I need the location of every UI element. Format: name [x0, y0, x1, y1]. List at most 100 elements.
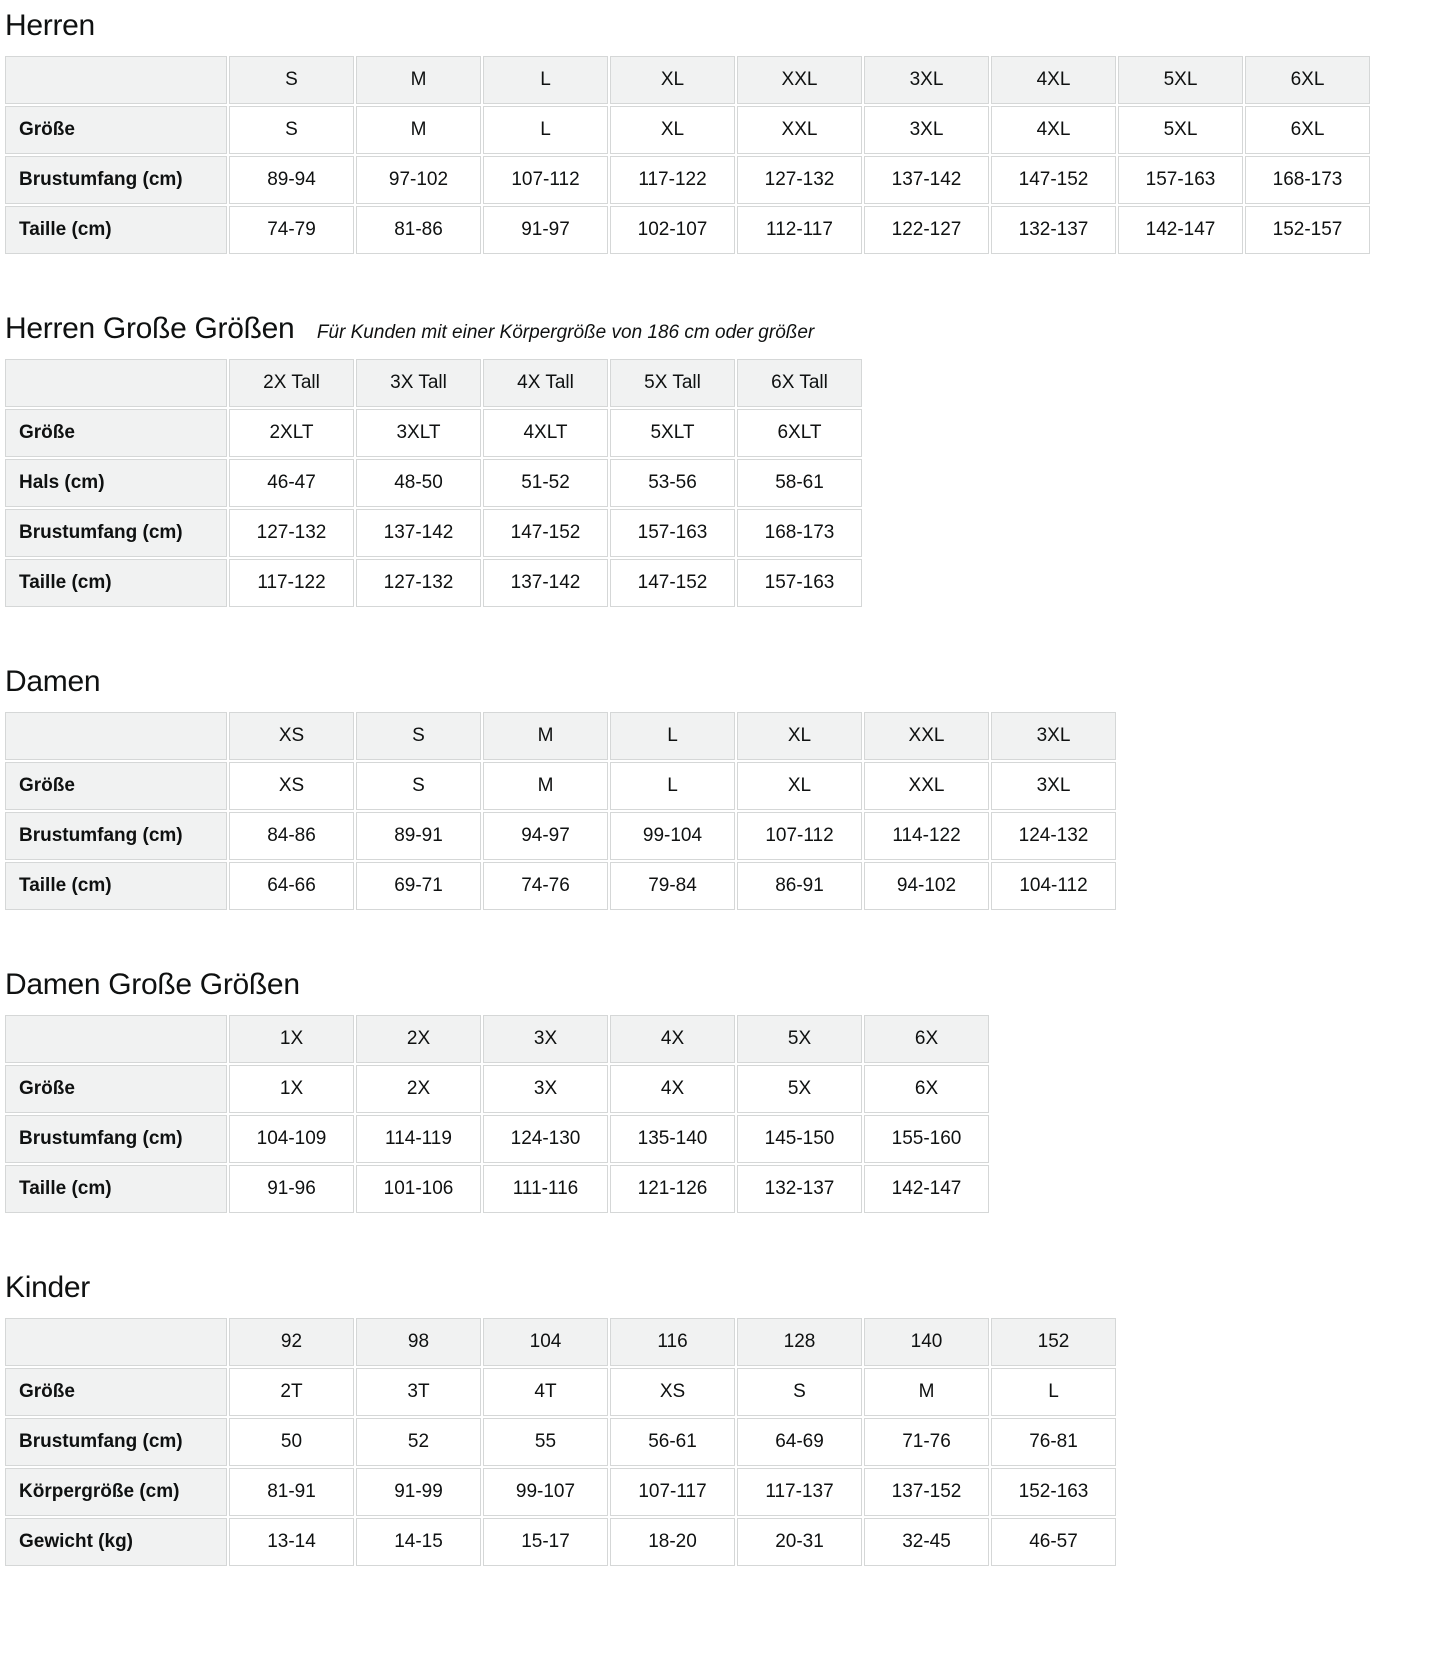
column-header: 4X [610, 1015, 735, 1063]
section-header: Herren [5, 8, 1435, 44]
size-value: 3X [483, 1065, 608, 1113]
size-value: 51-52 [483, 459, 608, 507]
size-value: 1X [229, 1065, 354, 1113]
size-value: L [610, 762, 735, 810]
size-value: 4XLT [483, 409, 608, 457]
size-value: 74-79 [229, 206, 354, 254]
size-value: 155-160 [864, 1115, 989, 1163]
table-row: Brustumfang (cm) 127-132 137-142 147-152 157… [5, 509, 862, 557]
size-value: 6XLT [737, 409, 862, 457]
table-header: 2X Tall 3X Tall 4X Tall 5X Tall 6X Tall [5, 359, 862, 407]
column-header: 3XL [991, 712, 1116, 760]
column-header: 6XL [1245, 56, 1370, 104]
size-value: 157-163 [1118, 156, 1243, 204]
size-value: 104-112 [991, 862, 1116, 910]
size-value: 84-86 [229, 812, 354, 860]
row-label: Brustumfang (cm) [5, 812, 227, 860]
size-value: M [356, 106, 481, 154]
column-header: 6X Tall [737, 359, 862, 407]
column-header: 1X [229, 1015, 354, 1063]
row-label: Körpergröße (cm) [5, 1468, 227, 1516]
size-value: 76-81 [991, 1418, 1116, 1466]
column-header: 3X Tall [356, 359, 481, 407]
size-value: 81-86 [356, 206, 481, 254]
row-label: Brustumfang (cm) [5, 509, 227, 557]
column-header: 152 [991, 1318, 1116, 1366]
size-value: 50 [229, 1418, 354, 1466]
column-header: XXL [864, 712, 989, 760]
size-value: 18-20 [610, 1518, 735, 1566]
size-table-herren: S M L XL XXL 3XL 4XL 5XL 6XL Größe S M L XL XXL 3XL 4XL 5… [3, 54, 1372, 256]
size-value: 107-112 [737, 812, 862, 860]
section-header: Herren Große Größen Für Kunden mit einer… [5, 311, 1435, 347]
size-value: 94-102 [864, 862, 989, 910]
row-label: Taille (cm) [5, 1165, 227, 1213]
row-label: Größe [5, 1368, 227, 1416]
size-value: 4T [483, 1368, 608, 1416]
section-header: Damen [5, 664, 1435, 700]
size-value: 124-130 [483, 1115, 608, 1163]
size-value: 5XLT [610, 409, 735, 457]
section-title: Herren [5, 9, 95, 42]
size-value: 89-94 [229, 156, 354, 204]
section-kinder: Kinder 92 98 104 116 128 140 152 Größe 2T 3T 4T XS S… [3, 1270, 1435, 1568]
size-value: 147-152 [991, 156, 1116, 204]
size-value: 117-137 [737, 1468, 862, 1516]
row-label: Taille (cm) [5, 559, 227, 607]
size-value: 86-91 [737, 862, 862, 910]
size-value: XS [229, 762, 354, 810]
table-row: Taille (cm) 117-122 127-132 137-142 147-152 1… [5, 559, 862, 607]
column-header: M [356, 56, 481, 104]
size-value: 52 [356, 1418, 481, 1466]
size-value: 114-122 [864, 812, 989, 860]
row-label: Brustumfang (cm) [5, 156, 227, 204]
header-row: 1X 2X 3X 4X 5X 6X [5, 1015, 989, 1063]
size-value: 152-163 [991, 1468, 1116, 1516]
section-title: Damen [5, 665, 101, 698]
size-value: 104-109 [229, 1115, 354, 1163]
table-row: Körpergröße (cm) 81-91 91-99 99-107 107-117 1… [5, 1468, 1116, 1516]
column-header: 2X [356, 1015, 481, 1063]
section-title: Kinder [5, 1271, 90, 1304]
size-value: 132-137 [991, 206, 1116, 254]
table-body: Größe 1X 2X 3X 4X 5X 6X Brustumfang (cm) 104-109… [5, 1065, 989, 1213]
column-header: 104 [483, 1318, 608, 1366]
size-value: 53-56 [610, 459, 735, 507]
corner-cell [5, 1318, 227, 1366]
size-value: XL [610, 106, 735, 154]
row-label: Größe [5, 1065, 227, 1113]
size-value: 69-71 [356, 862, 481, 910]
size-table-kinder: 92 98 104 116 128 140 152 Größe 2T 3T 4T XS S M L Brust… [3, 1316, 1118, 1568]
column-header: XS [229, 712, 354, 760]
size-value: 137-142 [483, 559, 608, 607]
header-row: 92 98 104 116 128 140 152 [5, 1318, 1116, 1366]
table-body: Größe S M L XL XXL 3XL 4XL 5XL 6XL Brustumfang (cm… [5, 106, 1370, 254]
size-value: 5XL [1118, 106, 1243, 154]
size-value: 107-117 [610, 1468, 735, 1516]
size-value: 127-132 [737, 156, 862, 204]
size-value: 56-61 [610, 1418, 735, 1466]
corner-cell [5, 56, 227, 104]
column-header: 5X [737, 1015, 862, 1063]
size-value: 124-132 [991, 812, 1116, 860]
column-header: 128 [737, 1318, 862, 1366]
table-header: 92 98 104 116 128 140 152 [5, 1318, 1116, 1366]
table-row: Größe 2T 3T 4T XS S M L [5, 1368, 1116, 1416]
row-label: Taille (cm) [5, 206, 227, 254]
table-row: Größe 2XLT 3XLT 4XLT 5XLT 6XLT [5, 409, 862, 457]
size-value: L [991, 1368, 1116, 1416]
size-value: 145-150 [737, 1115, 862, 1163]
column-header: 98 [356, 1318, 481, 1366]
size-value: S [356, 762, 481, 810]
column-header: L [610, 712, 735, 760]
size-value: 127-132 [356, 559, 481, 607]
section-title: Damen Große Größen [5, 968, 300, 1001]
size-table-damen: XS S M L XL XXL 3XL Größe XS S M L XL XXL 3XL Brustumfa… [3, 710, 1118, 912]
size-value: 32-45 [864, 1518, 989, 1566]
size-value: 137-152 [864, 1468, 989, 1516]
size-value: 168-173 [737, 509, 862, 557]
column-header: 140 [864, 1318, 989, 1366]
column-header: 92 [229, 1318, 354, 1366]
section-header: Damen Große Größen [5, 967, 1435, 1003]
size-value: 137-142 [356, 509, 481, 557]
